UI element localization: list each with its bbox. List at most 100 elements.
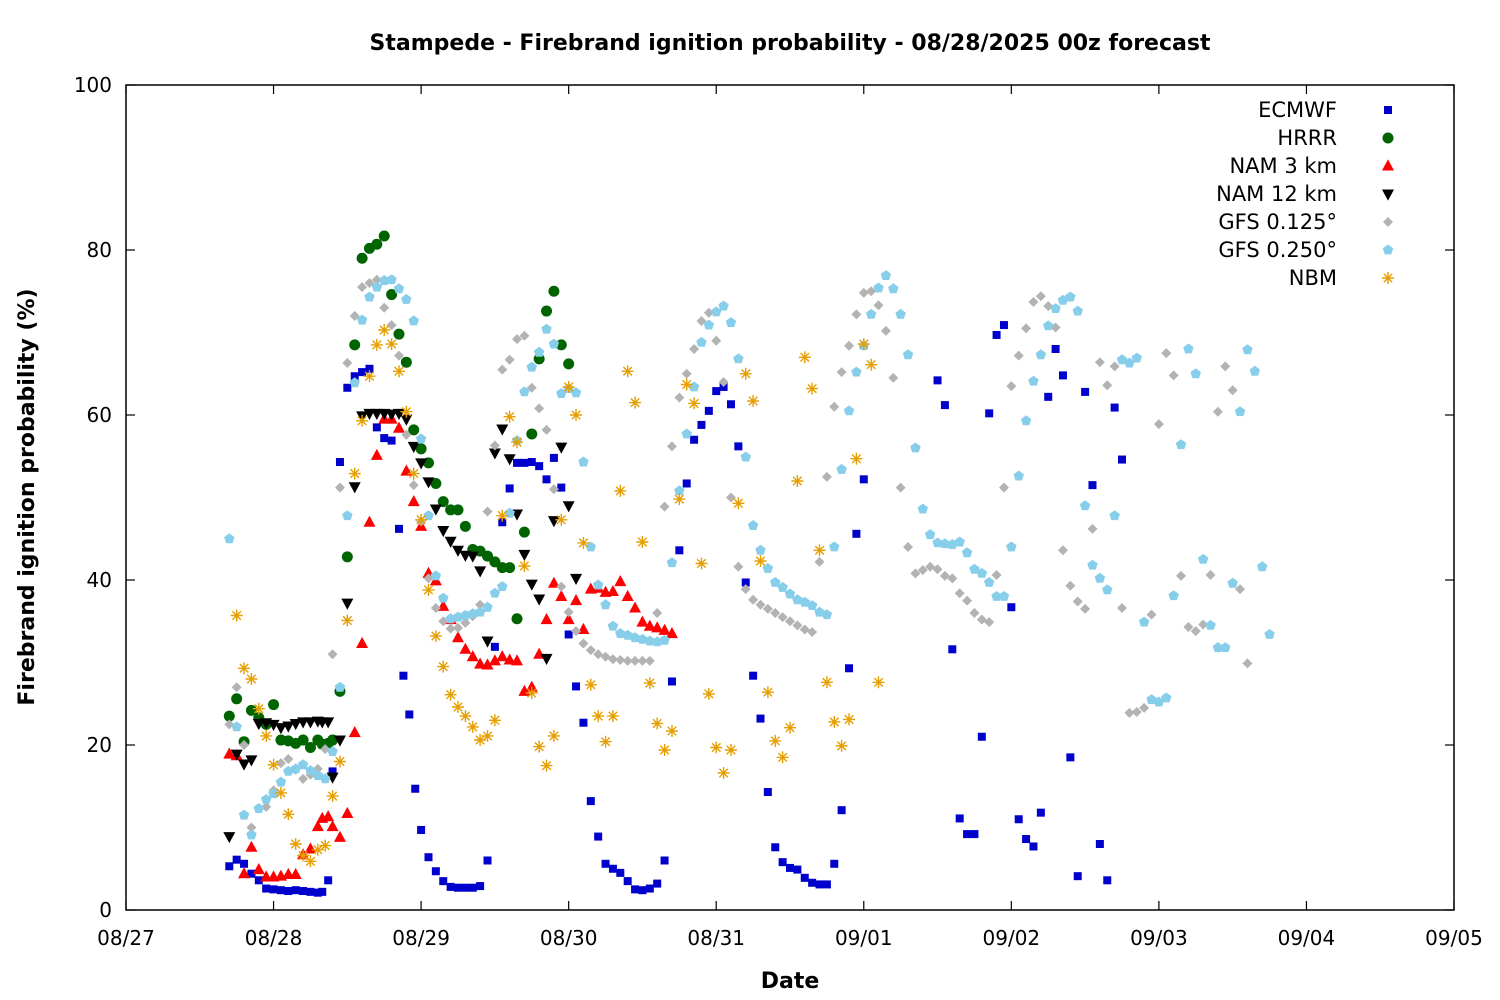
data-point	[318, 887, 327, 896]
data-point	[386, 274, 397, 285]
data-point	[1044, 392, 1053, 401]
data-point	[393, 365, 405, 378]
data-point	[497, 581, 508, 591]
data-point	[791, 475, 804, 487]
data-point	[969, 563, 980, 574]
data-point	[702, 687, 715, 700]
data-point	[1072, 596, 1083, 607]
y-tick-label: 60	[87, 403, 112, 427]
data-point	[606, 710, 619, 723]
data-point	[872, 676, 885, 689]
data-point	[519, 386, 530, 397]
data-point	[845, 664, 854, 673]
data-point	[1094, 572, 1106, 583]
data-point	[304, 842, 317, 854]
data-point	[274, 786, 287, 799]
data-point	[858, 287, 869, 298]
data-point	[504, 562, 516, 574]
data-point	[584, 678, 597, 691]
data-point	[393, 350, 404, 361]
data-point	[1153, 419, 1164, 430]
data-point	[682, 479, 691, 488]
data-point	[917, 503, 928, 514]
series-gfs-0-250-	[224, 270, 1275, 840]
data-point	[725, 492, 736, 503]
data-point	[260, 729, 273, 742]
data-point	[460, 617, 471, 628]
data-point	[741, 578, 750, 587]
data-point	[482, 601, 493, 612]
data-point	[813, 544, 826, 557]
data-point	[1051, 345, 1060, 353]
data-point	[636, 615, 649, 627]
x-tick-label: 09/05	[1425, 926, 1483, 950]
data-point	[407, 495, 420, 507]
data-point	[1020, 415, 1032, 426]
legend-marker	[1382, 272, 1394, 284]
data-point	[386, 320, 397, 331]
data-point	[496, 650, 509, 662]
data-point	[511, 436, 523, 449]
data-point	[348, 467, 361, 480]
data-point	[252, 862, 265, 875]
data-point	[829, 401, 840, 412]
data-point	[1161, 692, 1172, 703]
data-point	[518, 549, 531, 562]
data-point	[599, 735, 612, 748]
data-point	[585, 645, 596, 656]
data-point	[939, 538, 951, 549]
data-point	[770, 577, 781, 587]
data-point	[763, 788, 772, 797]
data-point	[963, 830, 972, 839]
data-point	[675, 546, 684, 555]
data-point	[430, 570, 442, 581]
data-point	[466, 551, 479, 563]
data-point	[371, 281, 383, 292]
data-point	[454, 883, 462, 892]
data-point	[1198, 619, 1209, 630]
data-point	[474, 657, 487, 669]
data-point	[1227, 577, 1238, 588]
y-tick-label: 0	[99, 898, 112, 922]
data-point	[703, 319, 715, 330]
data-point	[1087, 523, 1098, 534]
data-point	[955, 814, 964, 823]
data-point	[1153, 696, 1165, 707]
data-point	[562, 501, 575, 513]
data-point	[1036, 808, 1045, 817]
data-point	[666, 725, 678, 737]
data-point	[621, 589, 634, 601]
data-point	[1007, 603, 1016, 612]
data-point	[615, 655, 626, 666]
data-point	[666, 441, 677, 452]
x-tick-label: 08/27	[97, 926, 155, 950]
data-point	[439, 877, 448, 886]
data-point	[999, 321, 1008, 330]
data-point	[245, 840, 258, 852]
data-point	[429, 630, 442, 643]
data-point	[548, 285, 560, 297]
data-point	[298, 773, 309, 784]
data-point	[468, 883, 477, 892]
data-point	[659, 634, 670, 645]
data-point	[748, 594, 759, 605]
data-point	[984, 617, 995, 628]
data-point	[400, 356, 412, 368]
data-point	[1183, 622, 1194, 633]
data-point	[622, 655, 633, 666]
data-point	[1131, 707, 1142, 717]
data-point	[563, 607, 574, 618]
data-point	[1028, 375, 1039, 386]
data-point	[386, 289, 398, 301]
data-point	[681, 368, 692, 379]
data-point	[268, 699, 280, 711]
legend-marker	[1384, 106, 1392, 114]
data-point	[851, 309, 862, 320]
data-point	[717, 767, 730, 779]
data-point	[424, 853, 433, 862]
data-point	[562, 613, 575, 625]
legend-marker	[1382, 159, 1394, 171]
data-point	[324, 876, 333, 885]
data-point	[1190, 368, 1201, 379]
data-point	[289, 838, 302, 850]
